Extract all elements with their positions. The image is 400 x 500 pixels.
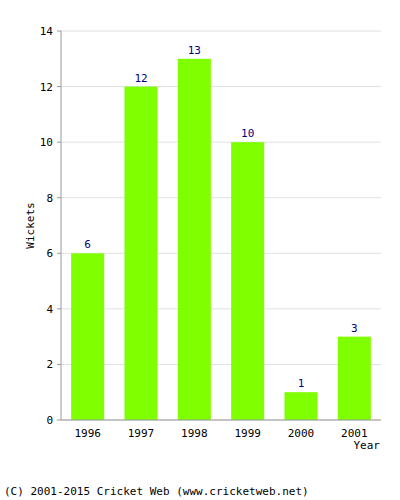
data-label: 13 bbox=[188, 44, 201, 57]
grid-line bbox=[61, 197, 381, 198]
chart-svg: 0246810121461213101319961997199819992000… bbox=[0, 0, 400, 500]
x-tick-label: 2000 bbox=[288, 427, 315, 440]
y-tick bbox=[57, 31, 61, 32]
bar bbox=[71, 253, 104, 420]
data-label: 6 bbox=[84, 238, 91, 251]
data-label: 3 bbox=[351, 322, 358, 335]
grid-line bbox=[61, 31, 381, 32]
background bbox=[0, 0, 400, 500]
y-tick bbox=[57, 86, 61, 87]
x-tick-label: 1998 bbox=[181, 427, 208, 440]
y-tick bbox=[57, 253, 61, 254]
y-tick-label: 12 bbox=[40, 81, 53, 94]
footer-text: (C) 2001-2015 Cricket Web (www.cricketwe… bbox=[4, 485, 309, 498]
y-tick bbox=[57, 308, 61, 309]
y-axis-label: Wickets bbox=[24, 202, 37, 248]
data-label: 1 bbox=[298, 377, 305, 390]
x-axis bbox=[61, 420, 381, 421]
bar bbox=[178, 59, 211, 420]
y-tick bbox=[57, 420, 61, 421]
grid-line bbox=[61, 86, 381, 87]
data-label: 10 bbox=[241, 127, 254, 140]
bar bbox=[231, 142, 264, 420]
bar bbox=[338, 337, 371, 420]
x-tick-label: 1997 bbox=[128, 427, 155, 440]
y-tick-label: 10 bbox=[40, 136, 53, 149]
grid-line bbox=[61, 420, 381, 421]
chart-container: 0246810121461213101319961997199819992000… bbox=[0, 0, 400, 500]
grid-line bbox=[61, 253, 381, 254]
y-tick-label: 14 bbox=[40, 25, 54, 38]
data-label: 12 bbox=[134, 72, 147, 85]
y-tick-label: 2 bbox=[46, 358, 53, 371]
bar bbox=[284, 392, 317, 420]
y-axis bbox=[61, 31, 62, 420]
bars bbox=[71, 59, 371, 420]
y-tick-label: 0 bbox=[46, 414, 53, 427]
y-tick bbox=[57, 197, 61, 198]
grid-line bbox=[61, 142, 381, 143]
x-axis-label: Year bbox=[354, 439, 381, 452]
y-tick-label: 6 bbox=[46, 247, 53, 260]
y-tick bbox=[57, 142, 61, 143]
x-tick-label: 1996 bbox=[74, 427, 101, 440]
y-tick bbox=[57, 364, 61, 365]
bar bbox=[124, 87, 157, 420]
y-tick-label: 4 bbox=[46, 303, 53, 316]
grid-line bbox=[61, 364, 381, 365]
grid-line bbox=[61, 308, 381, 309]
y-tick-label: 8 bbox=[46, 192, 53, 205]
x-tick-label: 1999 bbox=[234, 427, 261, 440]
